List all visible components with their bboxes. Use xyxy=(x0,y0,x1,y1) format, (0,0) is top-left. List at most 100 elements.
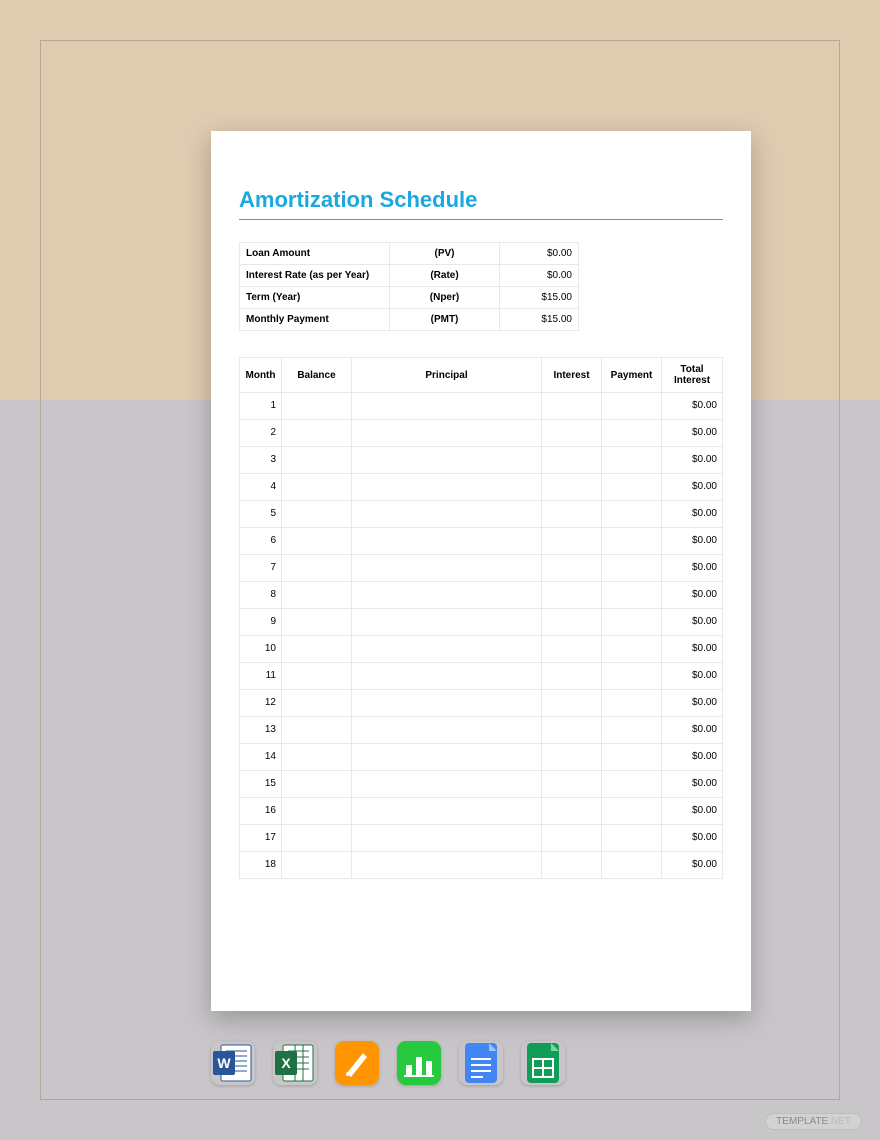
cell-total-interest: $0.00 xyxy=(662,852,722,878)
cell-month: 18 xyxy=(240,852,282,878)
cell-payment xyxy=(602,636,662,662)
cell-interest xyxy=(542,582,602,608)
amortization-table: Month Balance Principal Interest Payment… xyxy=(239,357,723,879)
cell-principal xyxy=(352,717,542,743)
numbers-icon[interactable] xyxy=(397,1041,441,1085)
google-sheets-icon[interactable] xyxy=(521,1041,565,1085)
cell-month: 13 xyxy=(240,717,282,743)
cell-total-interest: $0.00 xyxy=(662,420,722,446)
summary-label: Term (Year) xyxy=(240,287,390,308)
summary-symbol: (Rate) xyxy=(390,265,500,286)
table-row: 11 $0.00 xyxy=(240,663,722,690)
cell-payment xyxy=(602,474,662,500)
cell-balance xyxy=(282,825,352,851)
cell-month: 7 xyxy=(240,555,282,581)
summary-value: $15.00 xyxy=(500,287,578,308)
cell-interest xyxy=(542,555,602,581)
cell-balance xyxy=(282,663,352,689)
cell-total-interest: $0.00 xyxy=(662,555,722,581)
cell-balance xyxy=(282,501,352,527)
cell-interest xyxy=(542,771,602,797)
cell-interest xyxy=(542,717,602,743)
cell-month: 11 xyxy=(240,663,282,689)
page-title: Amortization Schedule xyxy=(239,187,723,220)
summary-label: Monthly Payment xyxy=(240,309,390,330)
cell-month: 6 xyxy=(240,528,282,554)
table-row: 5 $0.00 xyxy=(240,501,722,528)
cell-interest xyxy=(542,636,602,662)
cell-payment xyxy=(602,717,662,743)
cell-total-interest: $0.00 xyxy=(662,582,722,608)
cell-balance xyxy=(282,393,352,419)
cell-interest xyxy=(542,447,602,473)
table-row: 1$0.00 xyxy=(240,393,722,420)
col-header-interest: Interest xyxy=(542,358,602,392)
cell-payment xyxy=(602,420,662,446)
cell-total-interest: $0.00 xyxy=(662,744,722,770)
cell-payment xyxy=(602,744,662,770)
watermark-suffix: .NET xyxy=(828,1116,851,1127)
summary-value: $0.00 xyxy=(500,243,578,264)
cell-interest xyxy=(542,609,602,635)
cell-total-interest: $0.00 xyxy=(662,609,722,635)
table-row: 7 $0.00 xyxy=(240,555,722,582)
cell-principal xyxy=(352,474,542,500)
cell-total-interest: $0.00 xyxy=(662,447,722,473)
cell-balance xyxy=(282,528,352,554)
table-row: 14$0.00 xyxy=(240,744,722,771)
cell-principal xyxy=(352,825,542,851)
cell-month: 3 xyxy=(240,447,282,473)
cell-total-interest: $0.00 xyxy=(662,474,722,500)
cell-payment xyxy=(602,690,662,716)
cell-month: 5 xyxy=(240,501,282,527)
cell-payment xyxy=(602,555,662,581)
document-page: Amortization Schedule Loan Amount(PV)$0.… xyxy=(211,131,751,1011)
watermark-brand: TEMPLATE xyxy=(776,1116,828,1127)
cell-principal xyxy=(352,501,542,527)
summary-row: Interest Rate (as per Year)(Rate)$0.00 xyxy=(240,265,578,287)
summary-row: Monthly Payment(PMT)$15.00 xyxy=(240,309,578,330)
excel-icon[interactable]: X xyxy=(273,1041,317,1085)
cell-payment xyxy=(602,771,662,797)
svg-text:W: W xyxy=(217,1055,231,1071)
cell-payment xyxy=(602,393,662,419)
cell-total-interest: $0.00 xyxy=(662,501,722,527)
table-row: 12$0.00 xyxy=(240,690,722,717)
cell-payment xyxy=(602,825,662,851)
cell-principal xyxy=(352,528,542,554)
svg-text:X: X xyxy=(281,1055,291,1071)
cell-principal xyxy=(352,447,542,473)
cell-interest xyxy=(542,663,602,689)
summary-symbol: (PV) xyxy=(390,243,500,264)
google-docs-icon[interactable] xyxy=(459,1041,503,1085)
col-header-month: Month xyxy=(240,358,282,392)
table-row: 8 $0.00 xyxy=(240,582,722,609)
cell-interest xyxy=(542,501,602,527)
cell-principal xyxy=(352,798,542,824)
summary-label: Loan Amount xyxy=(240,243,390,264)
cell-total-interest: $0.00 xyxy=(662,690,722,716)
summary-symbol: (PMT) xyxy=(390,309,500,330)
table-row: 13$0.00 xyxy=(240,717,722,744)
table-row: 15$0.00 xyxy=(240,771,722,798)
col-header-principal: Principal xyxy=(352,358,542,392)
col-header-total-interest: Total Interest xyxy=(662,358,722,392)
cell-payment xyxy=(602,798,662,824)
cell-total-interest: $0.00 xyxy=(662,528,722,554)
word-icon[interactable]: W xyxy=(211,1041,255,1085)
cell-principal xyxy=(352,420,542,446)
cell-balance xyxy=(282,636,352,662)
cell-balance xyxy=(282,582,352,608)
cell-month: 1 xyxy=(240,393,282,419)
table-row: 2$0.00 xyxy=(240,420,722,447)
cell-balance xyxy=(282,690,352,716)
table-row: 18 $0.00 xyxy=(240,852,722,878)
cell-balance xyxy=(282,420,352,446)
table-row: 16$0.00 xyxy=(240,798,722,825)
cell-interest xyxy=(542,474,602,500)
cell-month: 9 xyxy=(240,609,282,635)
pages-icon[interactable] xyxy=(335,1041,379,1085)
cell-total-interest: $0.00 xyxy=(662,663,722,689)
cell-month: 8 xyxy=(240,582,282,608)
format-icons-row: WX xyxy=(211,1041,565,1085)
